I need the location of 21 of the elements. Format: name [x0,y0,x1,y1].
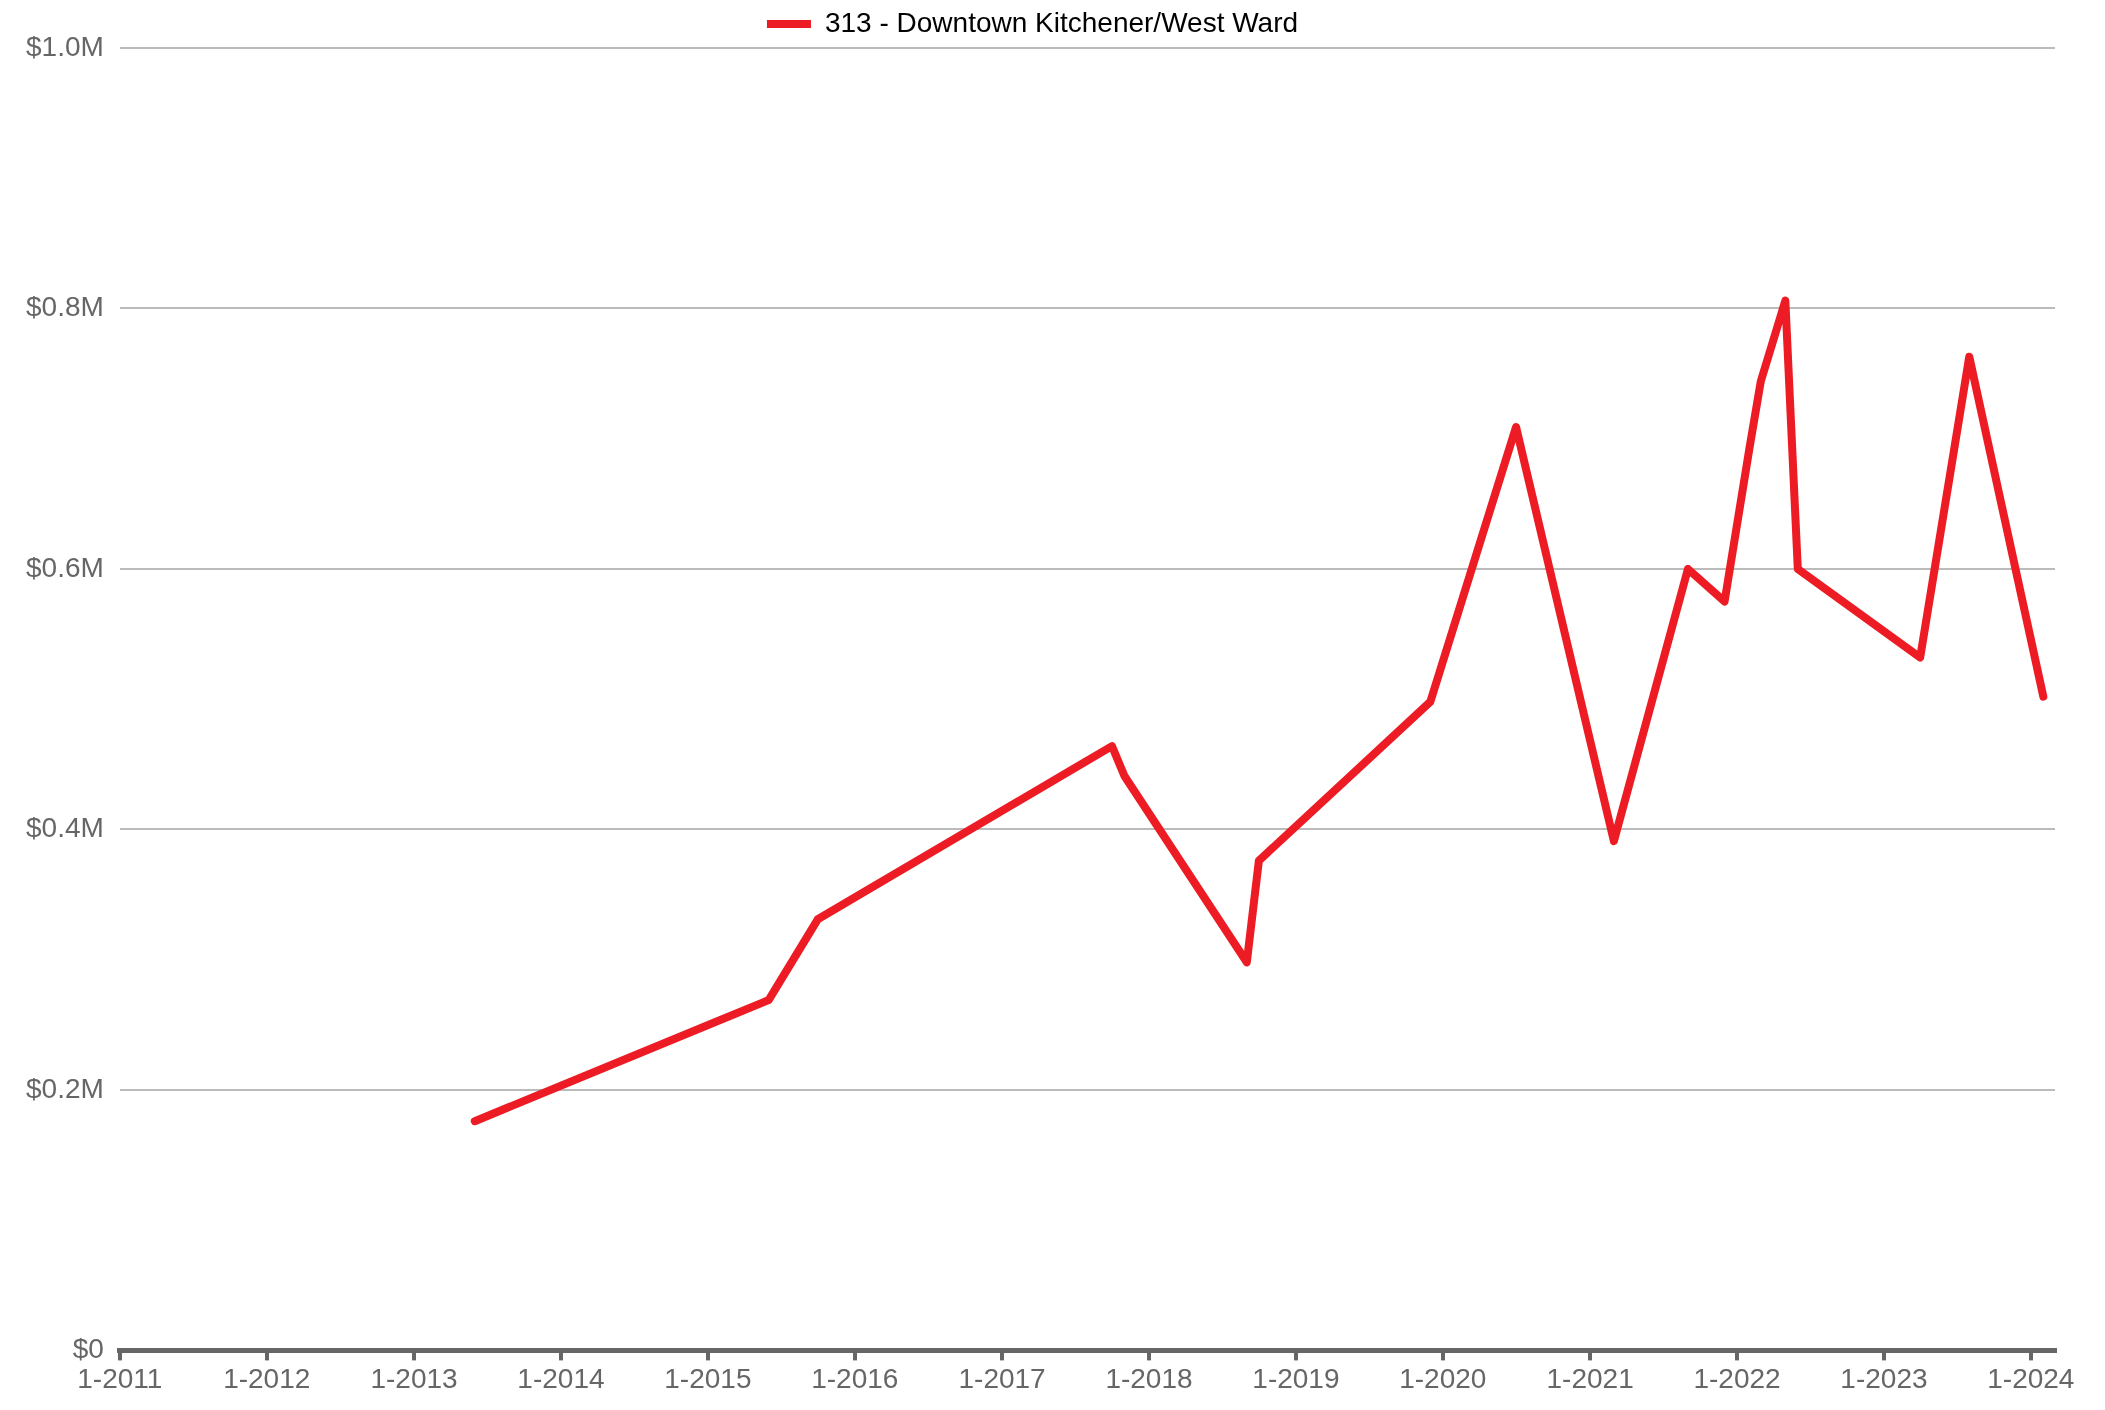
x-tick-label: 1-2016 [811,1362,899,1394]
x-tick-label: 1-2023 [1840,1362,1928,1394]
x-tick-label: 1-2014 [517,1362,605,1394]
legend-label: 313 - Downtown Kitchener/West Ward [824,6,1299,38]
x-tick-label: 1-2022 [1693,1362,1781,1394]
x-tick-label: 1-2024 [1987,1362,2075,1394]
y-tick-label: $1.0M [25,30,104,62]
y-tick-label: $0.2M [25,1072,104,1104]
x-tick-label: 1-2020 [1399,1362,1487,1394]
y-tick-label: $0 [72,1333,104,1365]
y-tick-label: $0.6M [25,551,104,583]
y-tick-label: $0.4M [25,812,104,844]
x-tick-label: 1-2011 [77,1362,163,1394]
x-tick-label: 1-2013 [370,1362,458,1394]
x-tick-label: 1-2012 [223,1362,311,1394]
x-tick-label: 1-2017 [958,1362,1046,1394]
x-tick-label: 1-2019 [1252,1362,1340,1394]
x-tick-label: 1-2015 [664,1362,752,1394]
x-tick-label: 1-2018 [1105,1362,1193,1394]
y-tick-label: $0.8M [25,291,104,323]
x-tick-label: 1-2021 [1546,1362,1634,1394]
